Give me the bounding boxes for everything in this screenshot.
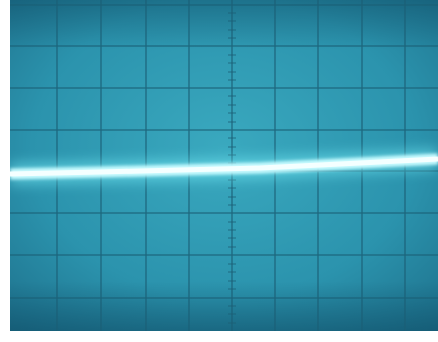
oscilloscope-photo — [0, 0, 438, 342]
photo-border — [0, 331, 438, 342]
page — [0, 0, 438, 342]
photo-border — [0, 0, 10, 342]
